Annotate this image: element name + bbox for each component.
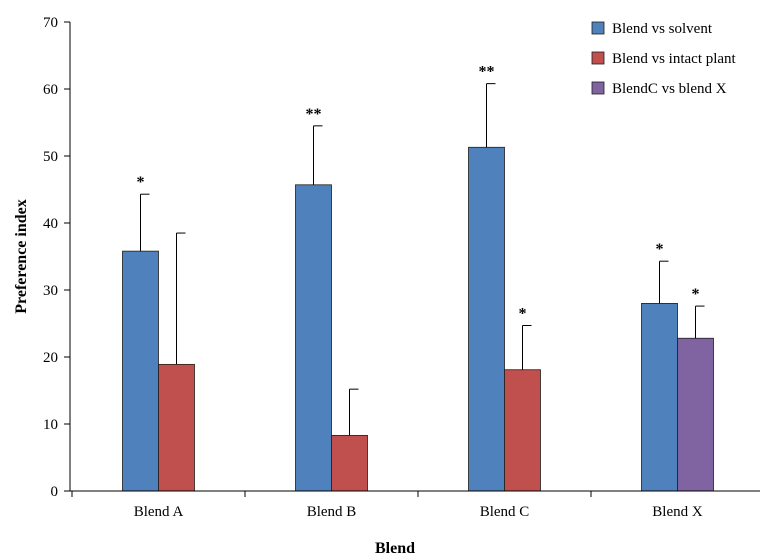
y-tick-label: 50 [43, 149, 58, 165]
legend-label: Blend vs intact plant [612, 51, 737, 67]
x-axis-title: Blend [375, 540, 415, 557]
legend-label: Blend vs solvent [612, 21, 713, 37]
x-tick-label: Blend X [652, 504, 703, 520]
significance-label: * [519, 306, 527, 323]
y-tick-label: 10 [43, 417, 58, 433]
error-bars-layer [140, 83, 705, 436]
legend-label: BlendC vs blend X [612, 81, 727, 97]
bar [122, 250, 159, 492]
significance-layer: ******** [137, 64, 700, 323]
legend: Blend vs solvent Blend vs intact plant Ble… [591, 21, 737, 97]
bar [468, 146, 505, 492]
significance-label: * [692, 286, 700, 303]
legend-swatch [591, 51, 605, 65]
significance-label: ** [306, 106, 322, 123]
y-tick-label: 20 [43, 350, 58, 366]
bar [641, 302, 678, 492]
bar [331, 434, 368, 492]
significance-label: ** [479, 64, 495, 81]
y-tick-label: 0 [51, 484, 59, 500]
x-tick-label: Blend C [480, 504, 530, 520]
bar [295, 184, 332, 492]
y-axis-title: Preference index [13, 199, 30, 313]
bar [677, 337, 714, 492]
y-ticks: 0 10 20 30 40 50 60 70 [43, 15, 70, 500]
bars-layer [122, 146, 714, 492]
legend-swatch [591, 81, 605, 95]
x-tick-label: Blend A [134, 504, 184, 520]
axes [69, 22, 760, 492]
significance-label: * [137, 174, 145, 191]
legend-swatch [591, 21, 605, 35]
x-ticks: Blend A Blend B Blend C Blend X [71, 491, 703, 520]
y-tick-label: 70 [43, 15, 58, 31]
significance-label: * [656, 241, 664, 258]
bar [158, 363, 195, 492]
x-tick-label: Blend B [307, 504, 357, 520]
bar [504, 369, 541, 492]
y-tick-label: 30 [43, 283, 58, 299]
y-tick-label: 60 [43, 82, 58, 98]
y-tick-label: 40 [43, 216, 58, 232]
